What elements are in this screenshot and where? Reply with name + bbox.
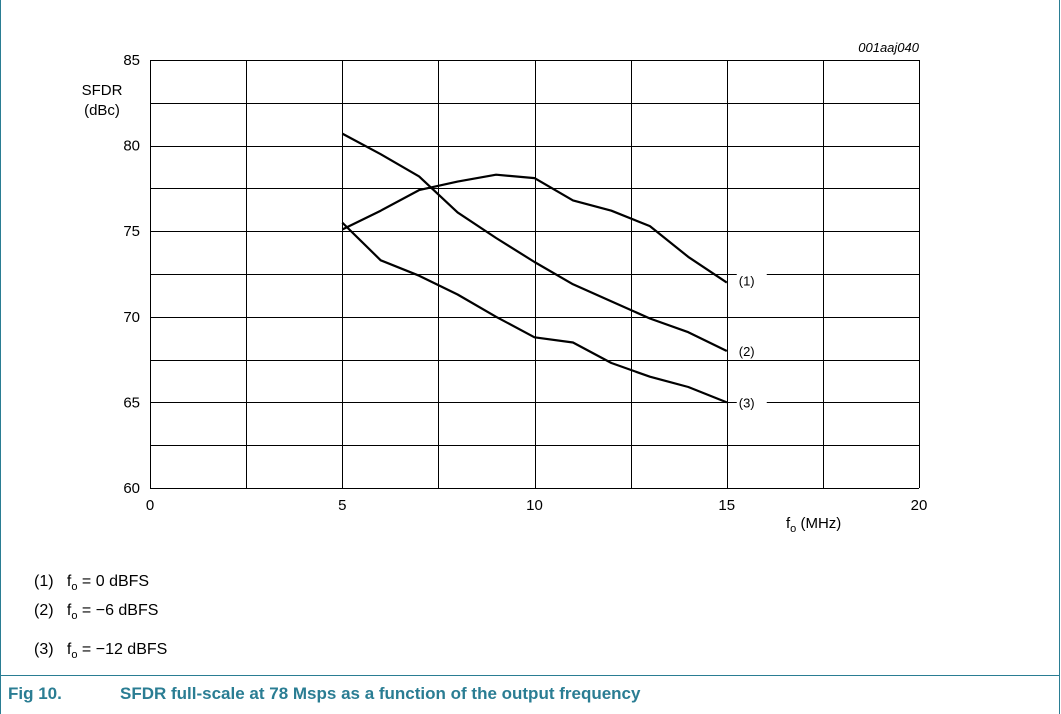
- legend-text: = −6 dBFS: [77, 602, 159, 619]
- series-label-bg: [736, 343, 767, 360]
- legend-num: (3): [34, 641, 54, 658]
- legend-symbol: f: [66, 602, 72, 619]
- x-tick-label: 20: [911, 497, 928, 514]
- legend-text: = −12 dBFS: [77, 641, 168, 658]
- y-tick-label: 75: [123, 223, 140, 240]
- legend-subscript: o: [71, 649, 78, 662]
- legend-num: (1): [34, 573, 54, 590]
- figure-id: 001aaj040: [858, 40, 919, 55]
- figure-caption: Fig 10. SFDR full-scale at 78 Msps as a f…: [8, 684, 640, 704]
- y-tick-label: 85: [123, 52, 140, 69]
- series-line-2: [341, 132, 728, 352]
- legend-subscript: o: [71, 581, 78, 594]
- chart-tick-labels: 0 5 10 15 20 60 65 70 75 80 85: [123, 52, 927, 514]
- figure-title: SFDR full-scale at 78 Msps as a function…: [120, 684, 641, 703]
- series-label-2: (2): [739, 344, 755, 359]
- legend-num: (2): [34, 602, 54, 619]
- y-tick-label: 80: [123, 138, 140, 155]
- sfdr-chart: 0 5 10 15 20 60 65 70 75 80 85 (1) (2) (3) 001aaj040…: [82, 40, 928, 535]
- x-axis-label: fo (MHz): [786, 515, 841, 535]
- y-tick-label: 65: [123, 394, 140, 411]
- x-tick-label: 5: [338, 497, 346, 514]
- legend-text: = 0 dBFS: [77, 573, 150, 590]
- x-tick-label: 10: [526, 497, 543, 514]
- series-line-1: [341, 173, 728, 284]
- chart-series-labels: (1) (2) (3): [736, 272, 767, 411]
- chart-grid: [150, 60, 920, 489]
- x-tick-label: 15: [718, 497, 735, 514]
- y-axis-label-line2: (dBc): [84, 102, 120, 119]
- legend-item-1: (1) fo = 0 dBFS: [34, 573, 149, 593]
- legend-symbol: f: [66, 641, 72, 658]
- legend-item-2: (2) fo = −6 dBFS: [34, 602, 158, 622]
- y-tick-label: 60: [123, 480, 140, 497]
- y-axis-label-line1: SFDR: [82, 82, 123, 99]
- series-label-1: (1): [739, 274, 755, 289]
- legend-item-3: (3) fo = −12 dBFS: [34, 641, 167, 661]
- legend-symbol: f: [66, 573, 72, 590]
- x-tick-label: 0: [146, 497, 154, 514]
- figure-number: Fig 10.: [8, 684, 62, 703]
- chart-series: [341, 132, 728, 404]
- series-label-3: (3): [739, 395, 755, 410]
- y-tick-label: 70: [123, 309, 140, 326]
- legend-subscript: o: [71, 610, 78, 623]
- series-label-bg: [736, 394, 767, 411]
- series-line-3: [341, 221, 728, 404]
- series-label-bg: [736, 272, 767, 289]
